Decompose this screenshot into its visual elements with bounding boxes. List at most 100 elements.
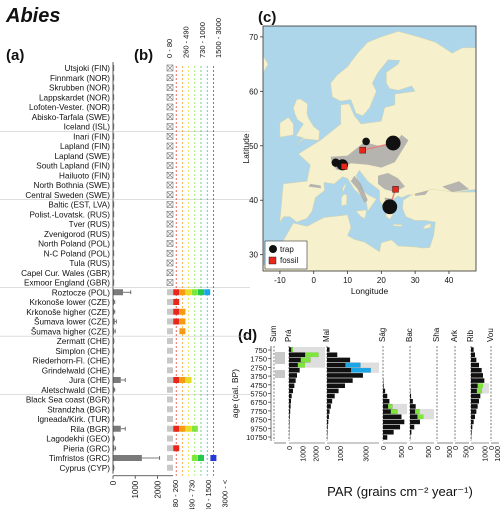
pollen-bar [327,373,363,378]
site-label: Iceland (ISL) [64,123,111,132]
pollen-bar [471,404,478,409]
land-mass [342,183,347,193]
site-bar [113,367,114,374]
absent-marker-cross [166,259,174,267]
age-tick-label: 7750 [250,407,267,416]
absent-marker-cross [166,113,174,120]
land-mass [341,193,348,206]
site-bar [113,230,115,237]
par-class-square [179,289,186,296]
absent-marker-cross [166,94,174,101]
zone-shading [383,403,407,415]
x-tick-label: 0 [109,480,118,485]
absent-marker-cross [166,64,174,72]
fossil-marker [359,146,366,154]
site-bar [113,84,115,91]
site-bar [113,221,115,227]
age-tick-label: 8750 [250,416,267,425]
pollen-bar [383,429,394,435]
absent-marker-cross [166,162,174,169]
panel-b-label: (b) [134,47,153,64]
column-x-tick-label: 0 [435,446,442,450]
site-label: Šumava higher (CZE) [31,326,110,336]
site-label: N-C Poland (POL) [44,249,111,258]
pollen-bar [327,347,330,352]
column-x-tick-label: 0 [325,446,332,450]
site-bar [113,269,115,276]
pollen-bar [471,424,473,430]
pollen-bar [471,429,472,435]
par-class-square [167,464,173,471]
species-range [308,183,322,189]
pollen-bar [289,398,291,404]
pollen-bar-highlight [477,383,483,389]
pollen-bar-highlight [300,357,311,363]
pollen-bar-highlight [297,362,305,368]
pollen-bar [410,414,424,420]
pollen-bar [327,367,371,373]
pollen-bar [289,388,293,394]
column-x-tick-label: 0 [287,446,294,450]
absent-marker-cross [166,181,174,189]
legend-fossil-label: fossil [280,256,298,265]
column-x-tick-label: 500 [463,446,470,458]
pollen-bar [410,409,420,414]
species-range [442,181,470,193]
class-label-top: 0 - 80 [165,39,174,58]
column-x-tick-label: 1000 [495,446,500,462]
pollen-site-name: Mal [322,329,331,342]
absent-marker-cross [166,191,174,198]
site-label: Utsjoki (FIN) [65,64,111,73]
legend-trap-label: trap [280,245,294,254]
pollen-bar [289,383,295,389]
pollen-bar [383,414,402,420]
map-y-tick-label: 40 [249,196,258,205]
par-class-square [167,357,173,364]
pollen-bar [471,393,481,399]
par-class-square [173,377,180,383]
pollen-bar [383,409,398,414]
site-bar [113,464,114,471]
pollen-bar [327,424,328,430]
site-bar [113,162,115,169]
site-label: Riederhorn-Fl. (CHE) [33,357,111,366]
par-class-square [179,328,186,335]
site-label: Jura (CHE) [69,376,110,385]
pollen-bar [471,378,485,383]
pollen-bar [289,419,290,425]
pollen-site-column: Rib 0 1000 [466,329,489,461]
pollen-bar [383,383,384,389]
trap-marker [362,137,370,146]
absent-marker-cross [166,133,174,140]
column-x-tick-label: 500 [447,446,454,458]
pollen-bar [383,388,386,394]
panel-c-label: (c) [258,9,276,26]
column-x-tick-label: 500 [399,446,406,458]
pollen-bar-highlight [305,352,319,358]
pollen-site-column: Mal 0 1000 3000 [322,329,379,462]
par-class-square [167,396,173,403]
absent-marker-cross [166,279,174,286]
class-label-bottom: 490 - 730 [188,480,197,509]
column-x-tick-label: 2000 [314,446,321,462]
age-tick-label: 1750 [250,355,267,364]
site-bar [113,191,115,198]
age-tick-label: 2750 [250,363,267,372]
par-class-square [179,318,186,325]
pollen-bar-highlight [390,409,398,414]
map-y-tick-label: 30 [249,251,258,260]
site-bar [113,104,115,110]
pollen-site-column: Sum [269,325,286,444]
absent-marker-cross [166,201,174,208]
site-bar [113,289,123,296]
site-bar [113,377,121,383]
site-label: Capel Cur. Wales (GBR) [21,269,110,278]
site-bar [113,328,115,335]
par-class-square [167,377,173,383]
par-class-square [185,425,192,432]
column-x-tick-label: 0 [381,446,388,450]
panel-d-x-axis-label: PAR (grains cm⁻² year⁻¹) [327,484,473,499]
pollen-bar [289,347,293,352]
site-bar [113,201,115,208]
